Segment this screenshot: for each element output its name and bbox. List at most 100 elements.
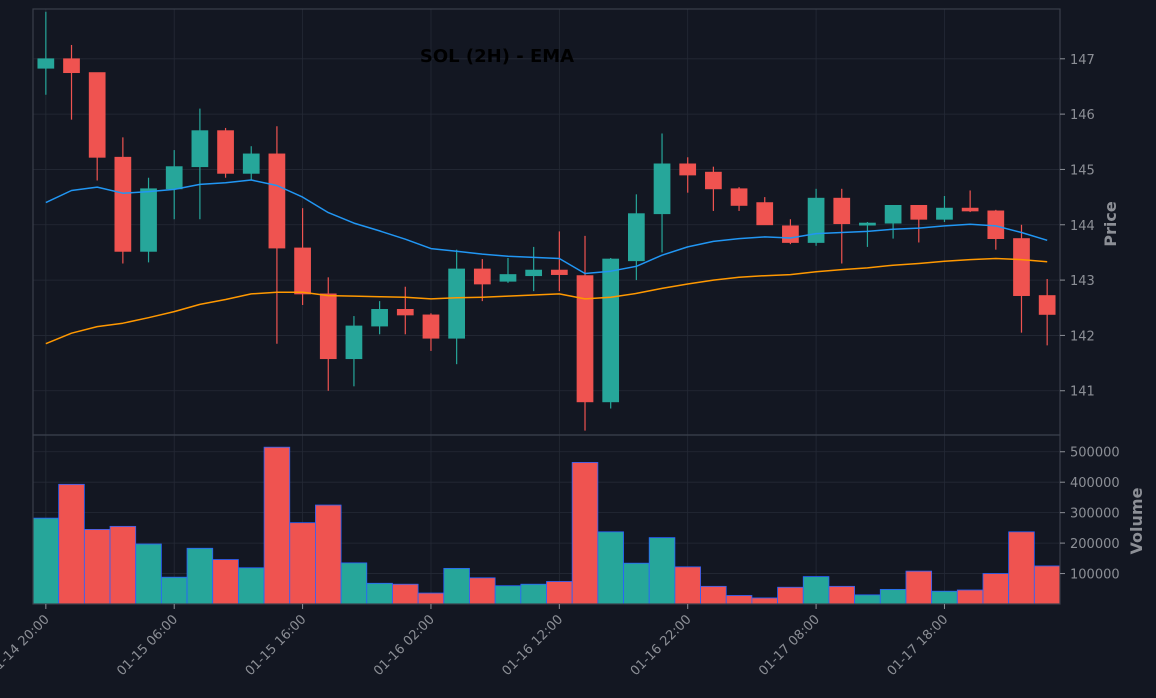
volume-bar bbox=[751, 597, 778, 605]
volume-bar bbox=[289, 522, 316, 605]
price-tick-label: 147 bbox=[1070, 53, 1095, 68]
volume-bar bbox=[1008, 531, 1035, 605]
candle-body bbox=[1013, 238, 1030, 296]
volume-panel-frame bbox=[32, 434, 1061, 605]
volume-bar bbox=[905, 570, 933, 605]
volume-bar bbox=[725, 595, 753, 605]
candle-body bbox=[242, 153, 260, 174]
candle-body bbox=[294, 247, 311, 295]
volume-bar bbox=[956, 589, 984, 605]
price-tick-label: 142 bbox=[1070, 329, 1095, 344]
ema-slow-line bbox=[45, 257, 1048, 345]
candle-body bbox=[217, 130, 234, 174]
volume-tick-label: 400000 bbox=[1070, 476, 1120, 491]
volume-bar bbox=[777, 586, 804, 605]
candle-body bbox=[910, 205, 928, 220]
volume-bar bbox=[160, 576, 188, 605]
volume-layer bbox=[32, 446, 1061, 605]
volume-bar bbox=[366, 582, 393, 605]
volume-bar bbox=[931, 590, 958, 605]
volume-bar bbox=[135, 543, 162, 605]
volume-bar bbox=[469, 577, 496, 605]
volume-bar bbox=[1033, 565, 1061, 605]
candle-body bbox=[422, 314, 440, 339]
candle-body bbox=[936, 207, 953, 220]
candle-body bbox=[807, 197, 825, 243]
volume-bar bbox=[392, 583, 419, 605]
candle-body bbox=[525, 269, 543, 277]
volume-bar bbox=[494, 585, 522, 605]
volume-bar bbox=[417, 592, 445, 605]
volume-bar bbox=[648, 537, 676, 605]
candle-body bbox=[653, 163, 671, 215]
volume-bar bbox=[520, 583, 547, 605]
volume-bar bbox=[212, 559, 239, 605]
price-axis-label: Price bbox=[1101, 201, 1120, 247]
candle-body bbox=[371, 309, 388, 327]
chart-title: SOL (2H) - EMA bbox=[420, 46, 574, 67]
candle-body bbox=[473, 268, 491, 285]
candle-body bbox=[319, 293, 337, 360]
volume-bar bbox=[58, 483, 85, 605]
volume-bar bbox=[237, 567, 265, 605]
candle-body bbox=[37, 58, 55, 69]
candle-body bbox=[165, 166, 183, 190]
candle-body bbox=[833, 197, 851, 225]
volume-bar bbox=[879, 588, 907, 605]
price-tick-label: 143 bbox=[1070, 274, 1095, 289]
candle-body bbox=[550, 269, 568, 275]
volume-bar bbox=[340, 562, 368, 605]
candle-body bbox=[884, 205, 902, 224]
candle-body bbox=[987, 210, 1005, 239]
volume-bar bbox=[263, 446, 291, 605]
volume-bar bbox=[597, 531, 624, 605]
candle-body bbox=[140, 188, 157, 252]
candle-body bbox=[859, 222, 876, 226]
volume-bar bbox=[186, 547, 214, 605]
candle-body bbox=[730, 188, 748, 206]
volume-bar bbox=[623, 562, 650, 605]
volume-bar bbox=[546, 581, 573, 605]
volume-tick-label: 300000 bbox=[1070, 507, 1120, 522]
ema-layer bbox=[45, 179, 1048, 345]
candle-body bbox=[63, 58, 80, 74]
volume-bar bbox=[315, 504, 342, 605]
volume-bar bbox=[982, 573, 1010, 605]
volume-tick-label: 200000 bbox=[1070, 537, 1120, 552]
candle-body bbox=[602, 258, 620, 403]
candle-body bbox=[961, 207, 979, 212]
candle-body bbox=[191, 130, 209, 168]
price-tick-label: 141 bbox=[1070, 385, 1095, 400]
candle-body bbox=[114, 156, 132, 252]
candle-body bbox=[396, 309, 414, 316]
candle-body bbox=[345, 325, 363, 360]
candle-body bbox=[576, 275, 594, 403]
volume-bar bbox=[700, 585, 727, 605]
candle-body bbox=[448, 268, 465, 339]
candle-body bbox=[782, 225, 799, 243]
volume-axis-label: Volume bbox=[1127, 487, 1146, 554]
candle-body bbox=[628, 213, 645, 262]
price-tick-label: 145 bbox=[1070, 163, 1095, 178]
volume-bar bbox=[32, 517, 60, 605]
volume-bar bbox=[109, 525, 137, 605]
candle-layer bbox=[37, 11, 1056, 431]
candle-body bbox=[756, 202, 774, 226]
ema-fast-line bbox=[45, 179, 1048, 275]
volume-bar bbox=[802, 576, 830, 605]
candle-body bbox=[1038, 295, 1056, 315]
candle-body bbox=[268, 153, 286, 249]
candle-body bbox=[679, 163, 697, 176]
volume-bar bbox=[828, 585, 855, 605]
volume-bar bbox=[83, 528, 111, 605]
volume-bar bbox=[854, 594, 881, 605]
volume-bar bbox=[443, 567, 470, 605]
price-tick-label: 146 bbox=[1070, 108, 1095, 123]
candle-body bbox=[88, 72, 106, 158]
volume-bar bbox=[674, 566, 701, 605]
candle-body bbox=[705, 171, 722, 190]
candle-body bbox=[499, 274, 517, 282]
price-tick-label: 144 bbox=[1070, 219, 1095, 234]
